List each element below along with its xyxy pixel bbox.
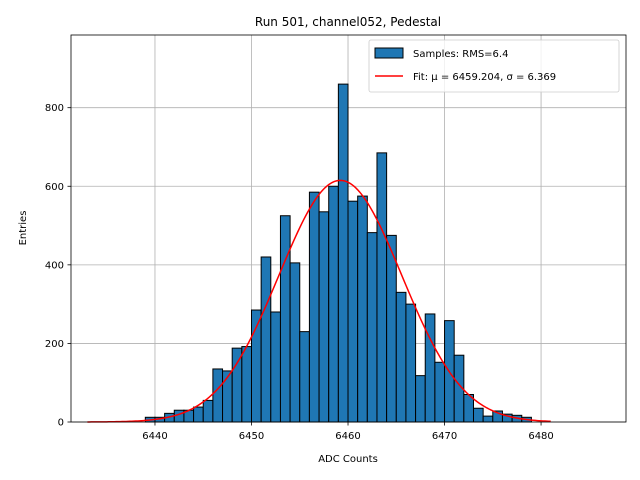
axes-frame — [70, 34, 627, 423]
x-tick-label: 6440 — [142, 431, 167, 442]
y-tick-label: 800 — [45, 103, 64, 114]
x-tick-label: 6480 — [528, 431, 553, 442]
histogram-bar — [386, 234, 397, 423]
y-tick-label: 400 — [45, 260, 64, 271]
histogram-bar — [376, 152, 388, 423]
histogram-bar — [231, 347, 243, 423]
histogram-bar — [279, 215, 291, 423]
histogram-bar — [434, 361, 446, 423]
histogram-bar — [337, 83, 349, 423]
x-tick-label: 6460 — [335, 431, 360, 442]
x-tick-label: 6470 — [432, 431, 457, 442]
legend-box — [368, 39, 620, 93]
legend-label-fit: Fit: μ = 6459.204, σ = 6.369 — [413, 72, 556, 83]
legend: Samples: RMS=6.4 Fit: μ = 6459.204, σ = … — [368, 39, 620, 93]
x-tick-label: 6450 — [239, 431, 264, 442]
histogram-bar — [193, 406, 204, 423]
histogram-bar — [424, 313, 436, 423]
histogram-bar — [366, 232, 378, 423]
histogram-bar — [173, 409, 185, 423]
histogram-bar — [482, 415, 494, 423]
y-tick-label: 600 — [45, 182, 64, 193]
histogram-bar — [395, 291, 407, 423]
histogram-bar — [212, 368, 224, 423]
histogram-bar — [260, 256, 272, 423]
chart-title: Run 501, channel052, Pedestal — [255, 15, 441, 29]
histogram-bar — [357, 195, 368, 423]
histogram-bar — [241, 346, 252, 423]
gaussian-fit-line — [87, 179, 551, 423]
x-axis-ticks: 6440 6450 6460 6470 6480 — [142, 422, 554, 442]
histogram-bar — [299, 331, 310, 423]
legend-bar-swatch — [374, 47, 404, 59]
legend-label-samples: Samples: RMS=6.4 — [413, 49, 508, 60]
y-axis-ticks: 0 200 400 600 800 — [45, 103, 71, 429]
y-tick-label: 0 — [58, 418, 64, 429]
histogram-bar — [202, 399, 214, 423]
histogram-bar — [308, 191, 320, 423]
histogram-bar — [328, 185, 339, 423]
histogram-bar — [222, 370, 233, 423]
y-tick-label: 200 — [45, 339, 64, 350]
histogram-bar — [472, 407, 484, 423]
histogram-bar — [405, 303, 417, 423]
histogram-bar — [347, 200, 359, 423]
histogram-bar — [415, 375, 426, 423]
y-axis-label: Entries — [18, 211, 29, 246]
histogram-bar — [289, 262, 301, 423]
histogram-bar — [270, 311, 281, 423]
x-axis-label: ADC Counts — [318, 454, 378, 465]
histogram-bar — [318, 211, 330, 423]
